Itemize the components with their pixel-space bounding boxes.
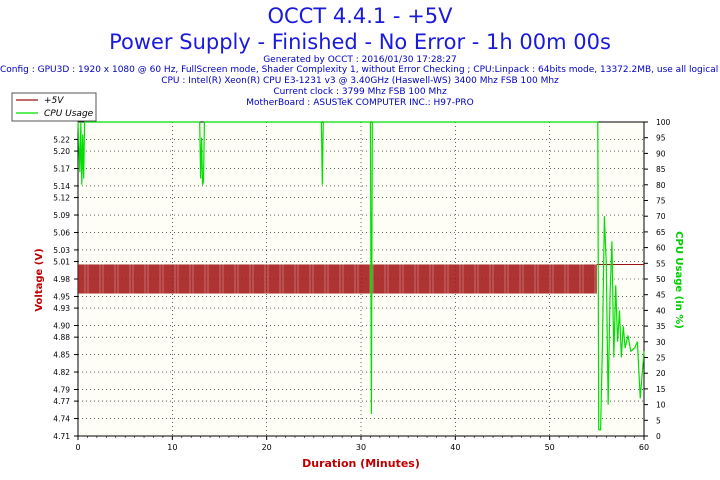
y-tick-label: 5.14 bbox=[53, 182, 70, 191]
x-tick-label: 40 bbox=[450, 443, 460, 452]
series-cpu bbox=[77, 121, 645, 431]
y-tick-label: 5.22 bbox=[53, 135, 70, 144]
x-tick-label: 0 bbox=[75, 443, 80, 452]
legend: +5V CPU Usage bbox=[11, 92, 97, 122]
y-tick-label: 5.09 bbox=[53, 211, 70, 220]
y-tick-label: 4.79 bbox=[53, 385, 70, 394]
y2-tick-label: 70 bbox=[656, 212, 666, 221]
x-tick-label: 10 bbox=[167, 443, 177, 452]
y2-axis-label: CPU Usage (in %) bbox=[673, 231, 684, 329]
y2-tick-label: 0 bbox=[656, 432, 661, 441]
info-config: Config : GPU3D : 1920 x 1080 @ 60 Hz, Fu… bbox=[0, 65, 720, 75]
y-tick-label: 5.12 bbox=[53, 194, 70, 203]
y2-tick-label: 20 bbox=[656, 369, 666, 378]
y2-tick-label: 90 bbox=[656, 149, 666, 158]
axis-ticks: 0 10 20 30 40 50 604.714.744.774.794.824.854.8… bbox=[53, 118, 670, 452]
y2-tick-label: 100 bbox=[656, 118, 671, 127]
y2-tick-label: 40 bbox=[656, 306, 666, 315]
y2-tick-label: 15 bbox=[656, 385, 666, 394]
x-tick-label: 20 bbox=[262, 443, 272, 452]
x-tick-label: 30 bbox=[356, 443, 366, 452]
y-tick-label: 4.98 bbox=[53, 275, 70, 284]
y-tick-label: 5.03 bbox=[53, 246, 70, 255]
y2-tick-label: 65 bbox=[656, 228, 666, 237]
y-tick-label: 5.06 bbox=[53, 228, 70, 237]
y2-tick-label: 10 bbox=[656, 401, 666, 410]
y-tick-label: 4.71 bbox=[53, 432, 70, 441]
series-voltage bbox=[78, 263, 644, 294]
y-tick-label: 5.01 bbox=[53, 258, 70, 267]
chart-title: OCCT 4.4.1 - +5V bbox=[267, 4, 453, 28]
voltage-band bbox=[78, 264, 597, 294]
chart-subtitle: Power Supply - Finished - No Error - 1h … bbox=[109, 30, 611, 54]
y2-tick-label: 80 bbox=[656, 181, 666, 190]
y-tick-label: 4.90 bbox=[53, 322, 70, 331]
y-tick-label: 4.74 bbox=[53, 415, 70, 424]
y-tick-label: 5.20 bbox=[53, 147, 70, 156]
y-tick-label: 4.82 bbox=[53, 368, 70, 377]
legend-label-cpu: CPU Usage bbox=[44, 109, 94, 119]
y-axis-label: Voltage (V) bbox=[34, 248, 45, 311]
y-tick-label: 4.85 bbox=[53, 351, 70, 360]
y-tick-label: 4.77 bbox=[53, 397, 70, 406]
y-tick-label: 4.95 bbox=[53, 292, 70, 301]
legend-box bbox=[11, 92, 97, 122]
y2-tick-label: 5 bbox=[656, 416, 661, 425]
y-tick-label: 5.17 bbox=[53, 165, 70, 174]
y-tick-label: 4.88 bbox=[53, 333, 70, 342]
y2-tick-label: 45 bbox=[656, 291, 666, 300]
info-cpu: CPU : Intel(R) Xeon(R) CPU E3-1231 v3 @ … bbox=[161, 76, 559, 86]
legend-label-voltage: +5V bbox=[44, 96, 64, 106]
y-tick-label: 4.93 bbox=[53, 304, 70, 313]
y2-tick-label: 55 bbox=[656, 259, 666, 268]
y2-tick-label: 25 bbox=[656, 354, 666, 363]
cpu-line bbox=[77, 121, 645, 431]
info-generated: Generated by OCCT : 2016/01/30 17:28:27 bbox=[263, 55, 457, 65]
info-clock: Current clock : 3799 Mhz FSB 100 Mhz bbox=[273, 87, 447, 97]
info-motherboard: MotherBoard : ASUSTeK COMPUTER INC.: H97… bbox=[246, 98, 474, 108]
y2-tick-label: 95 bbox=[656, 134, 666, 143]
y2-tick-label: 85 bbox=[656, 165, 666, 174]
y2-tick-label: 35 bbox=[656, 322, 666, 331]
x-tick-label: 60 bbox=[639, 443, 649, 452]
x-tick-label: 50 bbox=[545, 443, 555, 452]
y2-tick-label: 60 bbox=[656, 244, 666, 253]
y2-tick-label: 50 bbox=[656, 275, 666, 284]
x-axis-label: Duration (Minutes) bbox=[302, 457, 420, 470]
y2-tick-label: 75 bbox=[656, 197, 666, 206]
y2-tick-label: 30 bbox=[656, 338, 666, 347]
